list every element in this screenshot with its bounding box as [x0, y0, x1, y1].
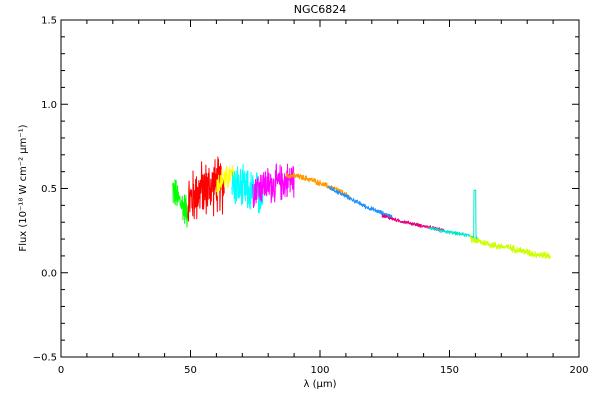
x-tick-label: 200 [569, 365, 588, 376]
series-line-6 [285, 172, 352, 200]
series-line-10 [469, 234, 551, 260]
x-axis-title: λ (µm) [303, 379, 336, 390]
x-tick-label: 50 [184, 365, 197, 376]
chart-title: NGC6824 [294, 3, 346, 16]
x-tick-label: 100 [310, 365, 329, 376]
y-tick-label: 0.0 [41, 268, 57, 279]
y-tick-label: 1.5 [41, 16, 57, 27]
series-layer [171, 156, 551, 260]
y-tick-label: 0.5 [41, 184, 57, 195]
axes: 0 50 100 150 200 −0.5 0.0 0.5 1.0 1.5 [33, 16, 589, 377]
plot-frame [60, 19, 580, 358]
series-line-1 [171, 179, 189, 228]
x-tick-label: 0 [58, 365, 64, 376]
series-line-4 [231, 163, 264, 214]
y-tick-label: 1.0 [41, 100, 57, 111]
series-line-7 [327, 185, 393, 219]
series-line-5 [252, 163, 295, 209]
x-tick-label: 150 [440, 365, 459, 376]
series-line-9 [428, 189, 479, 241]
y-axis-title: Flux (10⁻¹⁸ W cm⁻² µm⁻¹) [18, 124, 29, 251]
y-tick-label: −0.5 [33, 353, 57, 364]
series-line-2 [187, 156, 225, 222]
